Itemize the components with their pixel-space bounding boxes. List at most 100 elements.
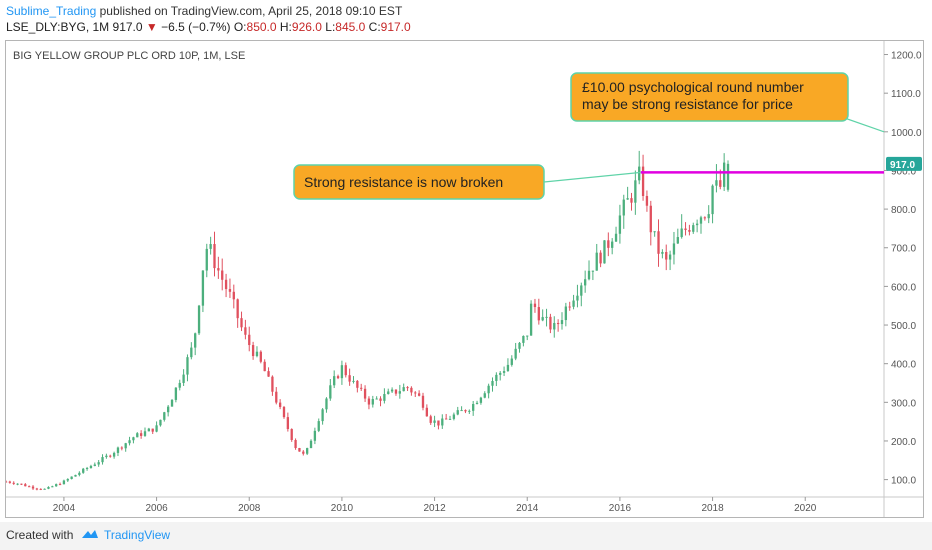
candle-body	[170, 399, 174, 407]
candle-body	[626, 198, 629, 200]
candle-body	[680, 228, 683, 238]
candle-body	[711, 185, 714, 215]
candle-body	[263, 361, 266, 372]
close-value: 917.0	[380, 20, 411, 34]
candle-body	[421, 395, 425, 408]
candle-body	[564, 306, 568, 321]
candle-body	[441, 418, 444, 426]
candle-body	[163, 412, 166, 420]
candle-body	[645, 195, 649, 206]
candle-body	[452, 414, 456, 419]
time-axis[interactable]: 2004 2006 2008 2010 2012 2014 2016 2018 2020	[53, 497, 817, 514]
candle-body	[55, 484, 58, 487]
candle-body	[722, 162, 726, 187]
candle-body	[429, 416, 432, 423]
candle-body	[306, 448, 309, 454]
candle-body	[313, 430, 317, 441]
candle-body	[197, 305, 201, 334]
candle-body	[282, 406, 286, 418]
candle-body	[402, 387, 405, 392]
candle-body	[653, 231, 656, 233]
ohlc-line: LSE_DLY:BYG, 1M 917.0 ▼ −6.5 (−0.7%) O:8…	[6, 20, 411, 34]
candle-body	[576, 295, 579, 301]
candle-body	[236, 299, 239, 319]
tradingview-cloud-icon[interactable]	[80, 526, 100, 547]
candle-body	[595, 252, 598, 271]
candle-body	[634, 180, 637, 203]
candle-body	[255, 351, 259, 357]
candle-body	[719, 180, 722, 187]
candle-body	[695, 223, 699, 226]
author-link[interactable]: Sublime_Trading	[6, 4, 97, 18]
y-tick-label: 200.0	[891, 437, 916, 448]
candle-body	[688, 230, 691, 232]
candle-body	[580, 285, 583, 296]
candle-body	[321, 409, 324, 422]
candle-body	[549, 316, 552, 330]
candle-body	[82, 468, 85, 473]
candle-body	[360, 387, 363, 389]
candle-body	[62, 480, 66, 485]
candle-body	[8, 481, 12, 483]
candle-body	[371, 399, 374, 405]
candle-body	[190, 347, 193, 358]
candle-body	[70, 476, 73, 480]
candle-body	[448, 418, 452, 420]
candle-body	[556, 322, 560, 325]
callout-round-number[interactable]: £10.00 psychological round number may be…	[570, 72, 885, 133]
candle-body	[394, 389, 398, 394]
open-value: 850.0	[246, 20, 277, 34]
candle-body	[398, 391, 401, 394]
candle-body	[340, 365, 344, 379]
candle-body	[533, 303, 537, 308]
candle-body	[726, 163, 730, 190]
y-tick-label: 400.0	[891, 360, 916, 371]
candle-body	[668, 254, 672, 260]
y-tick-label: 800.0	[891, 205, 916, 216]
candle-body	[309, 440, 313, 449]
candle-body	[599, 252, 602, 264]
candle-body	[560, 320, 564, 325]
candle-body	[703, 217, 707, 219]
candle-body	[367, 398, 371, 405]
price-chart[interactable]: BIG YELLOW GROUP PLC ORD 10P, 1M, LSE 10…	[4, 41, 923, 517]
candle-body	[383, 394, 386, 401]
candle-body	[641, 166, 645, 196]
candle-body	[147, 428, 151, 432]
candle-body	[112, 452, 116, 457]
candle-body	[240, 318, 243, 328]
candle-body	[417, 393, 421, 396]
candle-body	[251, 345, 255, 357]
candle-body	[221, 270, 224, 280]
candle-body	[28, 486, 31, 488]
chart-frame[interactable]: BIG YELLOW GROUP PLC ORD 10P, 1M, LSE 10…	[4, 40, 924, 518]
candle-body	[24, 484, 27, 487]
x-tick-label: 2014	[516, 503, 539, 514]
price-axis[interactable]: 100.0 200.0 300.0 400.0 500.0 600.0 700.0 800.0…	[884, 51, 922, 487]
candle-body	[379, 398, 382, 401]
y-tick-label: 300.0	[891, 398, 916, 409]
candle-body	[31, 486, 35, 489]
candle-body	[684, 228, 687, 231]
candle-body	[672, 243, 676, 255]
candle-body	[622, 199, 625, 216]
y-tick-label: 900.0	[891, 166, 916, 177]
callout-broken-resistance[interactable]: Strong resistance is now broken	[293, 164, 641, 200]
candle-body	[445, 418, 448, 420]
candle-body	[603, 240, 606, 264]
candle-body	[271, 376, 274, 392]
low-label: L:	[325, 20, 336, 34]
x-tick-label: 2008	[238, 503, 261, 514]
y-tick-label: 700.0	[891, 244, 916, 255]
publish-line: Sublime_Trading published on TradingView…	[6, 4, 402, 18]
down-arrow-icon: ▼	[145, 20, 158, 34]
symbol-label[interactable]: LSE_DLY:BYG, 1M	[6, 20, 110, 34]
candle-body	[205, 248, 208, 271]
tradingview-link[interactable]: TradingView	[104, 528, 171, 542]
candle-body	[657, 231, 660, 254]
candle-body	[333, 376, 336, 386]
candle-body	[529, 303, 533, 336]
candle-body	[248, 334, 251, 346]
chart-title: BIG YELLOW GROUP PLC ORD 10P, 1M, LSE	[13, 50, 245, 62]
candle-body	[116, 447, 120, 453]
